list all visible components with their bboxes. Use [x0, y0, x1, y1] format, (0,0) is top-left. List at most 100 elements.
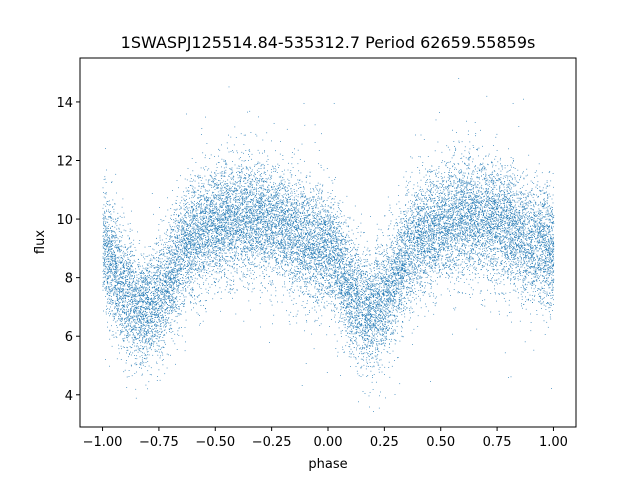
data-point — [350, 315, 351, 316]
data-point — [523, 259, 524, 260]
data-point — [543, 223, 544, 224]
data-point — [469, 246, 470, 247]
data-point — [457, 240, 458, 241]
data-point — [507, 180, 508, 181]
data-point — [504, 195, 505, 196]
data-point — [289, 239, 290, 240]
data-point — [547, 302, 548, 303]
data-point — [173, 219, 174, 220]
data-point — [129, 292, 130, 293]
data-point — [318, 248, 319, 249]
data-point — [248, 206, 249, 207]
data-point — [279, 204, 280, 205]
data-point — [195, 219, 196, 220]
data-point — [327, 261, 328, 262]
data-point — [211, 201, 212, 202]
data-point — [323, 286, 324, 287]
data-point — [398, 289, 399, 290]
data-point — [329, 279, 330, 280]
data-point — [281, 240, 282, 241]
data-point — [148, 303, 149, 304]
data-point — [325, 238, 326, 239]
data-point — [300, 184, 301, 185]
data-point — [377, 273, 378, 274]
data-point — [407, 227, 408, 228]
data-point — [504, 298, 505, 299]
data-point — [299, 272, 300, 273]
data-point — [492, 231, 493, 232]
data-point — [228, 223, 229, 224]
data-point — [275, 226, 276, 227]
data-point — [380, 301, 381, 302]
data-point — [184, 264, 185, 265]
data-point — [546, 257, 547, 258]
data-point — [370, 329, 371, 330]
data-point — [143, 268, 144, 269]
data-point — [369, 312, 370, 313]
data-point — [423, 218, 424, 219]
data-point — [319, 234, 320, 235]
data-point — [423, 227, 424, 228]
data-point — [191, 240, 192, 241]
data-point — [348, 217, 349, 218]
data-point — [167, 284, 168, 285]
data-point — [364, 291, 365, 292]
data-point — [255, 243, 256, 244]
data-point — [327, 262, 328, 263]
data-point — [512, 268, 513, 269]
data-point — [171, 279, 172, 280]
data-point — [419, 220, 420, 221]
data-point — [502, 199, 503, 200]
data-point — [175, 262, 176, 263]
data-point — [213, 179, 214, 180]
data-point — [174, 227, 175, 228]
data-point — [229, 215, 230, 216]
data-point — [155, 312, 156, 313]
data-point — [268, 208, 269, 209]
data-point — [149, 325, 150, 326]
data-point — [484, 227, 485, 228]
data-point — [218, 292, 219, 293]
data-point — [272, 280, 273, 281]
data-point — [147, 317, 148, 318]
data-point — [201, 227, 202, 228]
data-point — [425, 231, 426, 232]
data-point — [285, 211, 286, 212]
data-point — [377, 295, 378, 296]
data-point — [349, 274, 350, 275]
data-point — [524, 194, 525, 195]
data-point — [369, 284, 370, 285]
data-point — [190, 239, 191, 240]
data-point — [495, 258, 496, 259]
data-point — [459, 239, 460, 240]
data-point — [336, 282, 337, 283]
data-point — [280, 264, 281, 265]
data-point — [526, 271, 527, 272]
data-point — [129, 286, 130, 287]
data-point — [301, 173, 302, 174]
data-point — [239, 225, 240, 226]
data-point — [207, 251, 208, 252]
data-point — [190, 251, 191, 252]
data-point — [129, 288, 130, 289]
data-point — [463, 201, 464, 202]
data-point — [389, 259, 390, 260]
data-point — [297, 228, 298, 229]
data-point — [125, 281, 126, 282]
data-point — [402, 262, 403, 263]
data-point — [450, 264, 451, 265]
data-point — [266, 161, 267, 162]
data-point — [508, 270, 509, 271]
data-point — [500, 283, 501, 284]
data-point — [372, 304, 373, 305]
data-point — [484, 250, 485, 251]
data-point — [469, 254, 470, 255]
data-point — [206, 243, 207, 244]
data-point — [200, 240, 201, 241]
data-point — [116, 305, 117, 306]
data-point — [181, 245, 182, 246]
data-point — [343, 349, 344, 350]
data-point — [548, 213, 549, 214]
data-point — [271, 236, 272, 237]
data-point — [348, 301, 349, 302]
